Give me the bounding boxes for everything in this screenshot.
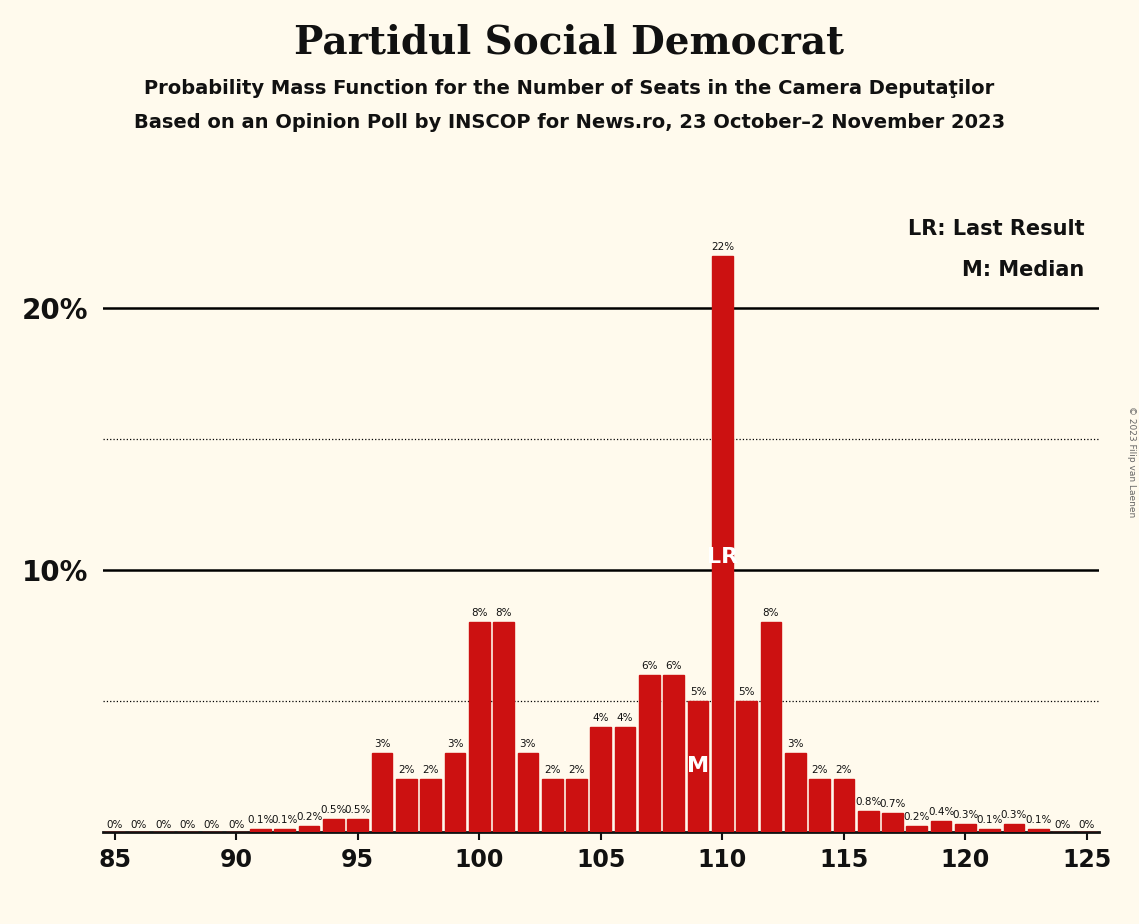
- Bar: [688, 700, 708, 832]
- Text: 3%: 3%: [519, 739, 536, 749]
- Text: 2%: 2%: [568, 765, 584, 775]
- Text: 0%: 0%: [131, 820, 147, 830]
- Bar: [980, 829, 1000, 832]
- Bar: [590, 727, 612, 832]
- Text: 6%: 6%: [641, 661, 657, 671]
- Text: 5%: 5%: [738, 687, 755, 697]
- Text: 0.7%: 0.7%: [879, 799, 906, 809]
- Text: 5%: 5%: [690, 687, 706, 697]
- Bar: [371, 753, 392, 832]
- Text: LR: Last Result: LR: Last Result: [908, 219, 1084, 239]
- Text: M: Median: M: Median: [962, 260, 1084, 280]
- Bar: [736, 700, 757, 832]
- Text: 0.1%: 0.1%: [271, 815, 298, 825]
- Text: 0.5%: 0.5%: [345, 805, 371, 815]
- Text: 2%: 2%: [423, 765, 439, 775]
- Bar: [493, 622, 514, 832]
- Text: 0.3%: 0.3%: [952, 809, 978, 820]
- Bar: [883, 813, 903, 832]
- Text: 0%: 0%: [1055, 820, 1071, 830]
- Bar: [298, 826, 319, 832]
- Bar: [639, 675, 659, 832]
- Bar: [517, 753, 539, 832]
- Text: Partidul Social Democrat: Partidul Social Democrat: [295, 23, 844, 61]
- Text: 0.3%: 0.3%: [1001, 809, 1027, 820]
- Text: 0.1%: 0.1%: [1025, 815, 1051, 825]
- Text: 0.2%: 0.2%: [903, 812, 931, 822]
- Text: 2%: 2%: [399, 765, 415, 775]
- Text: 4%: 4%: [592, 713, 609, 723]
- Text: 0.1%: 0.1%: [976, 815, 1003, 825]
- Bar: [761, 622, 781, 832]
- Text: Probability Mass Function for the Number of Seats in the Camera Deputaţilor: Probability Mass Function for the Number…: [145, 79, 994, 98]
- Bar: [444, 753, 466, 832]
- Bar: [810, 779, 830, 832]
- Text: 8%: 8%: [472, 608, 487, 618]
- Text: 0%: 0%: [180, 820, 196, 830]
- Text: 4%: 4%: [617, 713, 633, 723]
- Text: 0%: 0%: [106, 820, 123, 830]
- Bar: [1029, 829, 1049, 832]
- Text: 8%: 8%: [763, 608, 779, 618]
- Bar: [566, 779, 587, 832]
- Text: 0%: 0%: [204, 820, 220, 830]
- Bar: [274, 829, 295, 832]
- Bar: [858, 810, 878, 832]
- Bar: [396, 779, 417, 832]
- Bar: [1003, 824, 1024, 832]
- Bar: [420, 779, 441, 832]
- Bar: [712, 256, 732, 832]
- Text: 2%: 2%: [811, 765, 828, 775]
- Bar: [785, 753, 805, 832]
- Text: 0.5%: 0.5%: [320, 805, 346, 815]
- Bar: [347, 819, 368, 832]
- Text: 0.1%: 0.1%: [247, 815, 273, 825]
- Text: 0%: 0%: [228, 820, 245, 830]
- Text: 3%: 3%: [787, 739, 803, 749]
- Bar: [323, 819, 344, 832]
- Text: 22%: 22%: [711, 242, 734, 251]
- Bar: [931, 821, 951, 832]
- Text: 0%: 0%: [155, 820, 172, 830]
- Bar: [956, 824, 976, 832]
- Text: 2%: 2%: [836, 765, 852, 775]
- Bar: [251, 829, 271, 832]
- Bar: [615, 727, 636, 832]
- Bar: [469, 622, 490, 832]
- Text: 8%: 8%: [495, 608, 511, 618]
- Text: 6%: 6%: [665, 661, 682, 671]
- Bar: [542, 779, 563, 832]
- Text: 0.2%: 0.2%: [296, 812, 322, 822]
- Text: © 2023 Filip van Laenen: © 2023 Filip van Laenen: [1126, 407, 1136, 517]
- Text: 0.4%: 0.4%: [928, 808, 954, 817]
- Text: 2%: 2%: [544, 765, 560, 775]
- Text: M: M: [687, 756, 710, 776]
- Text: 0%: 0%: [1079, 820, 1096, 830]
- Bar: [834, 779, 854, 832]
- Text: LR: LR: [707, 547, 738, 566]
- Text: 3%: 3%: [446, 739, 464, 749]
- Text: 3%: 3%: [374, 739, 391, 749]
- Bar: [663, 675, 685, 832]
- Text: Based on an Opinion Poll by INSCOP for News.ro, 23 October–2 November 2023: Based on an Opinion Poll by INSCOP for N…: [134, 113, 1005, 132]
- Text: 0.8%: 0.8%: [855, 796, 882, 807]
- Bar: [907, 826, 927, 832]
